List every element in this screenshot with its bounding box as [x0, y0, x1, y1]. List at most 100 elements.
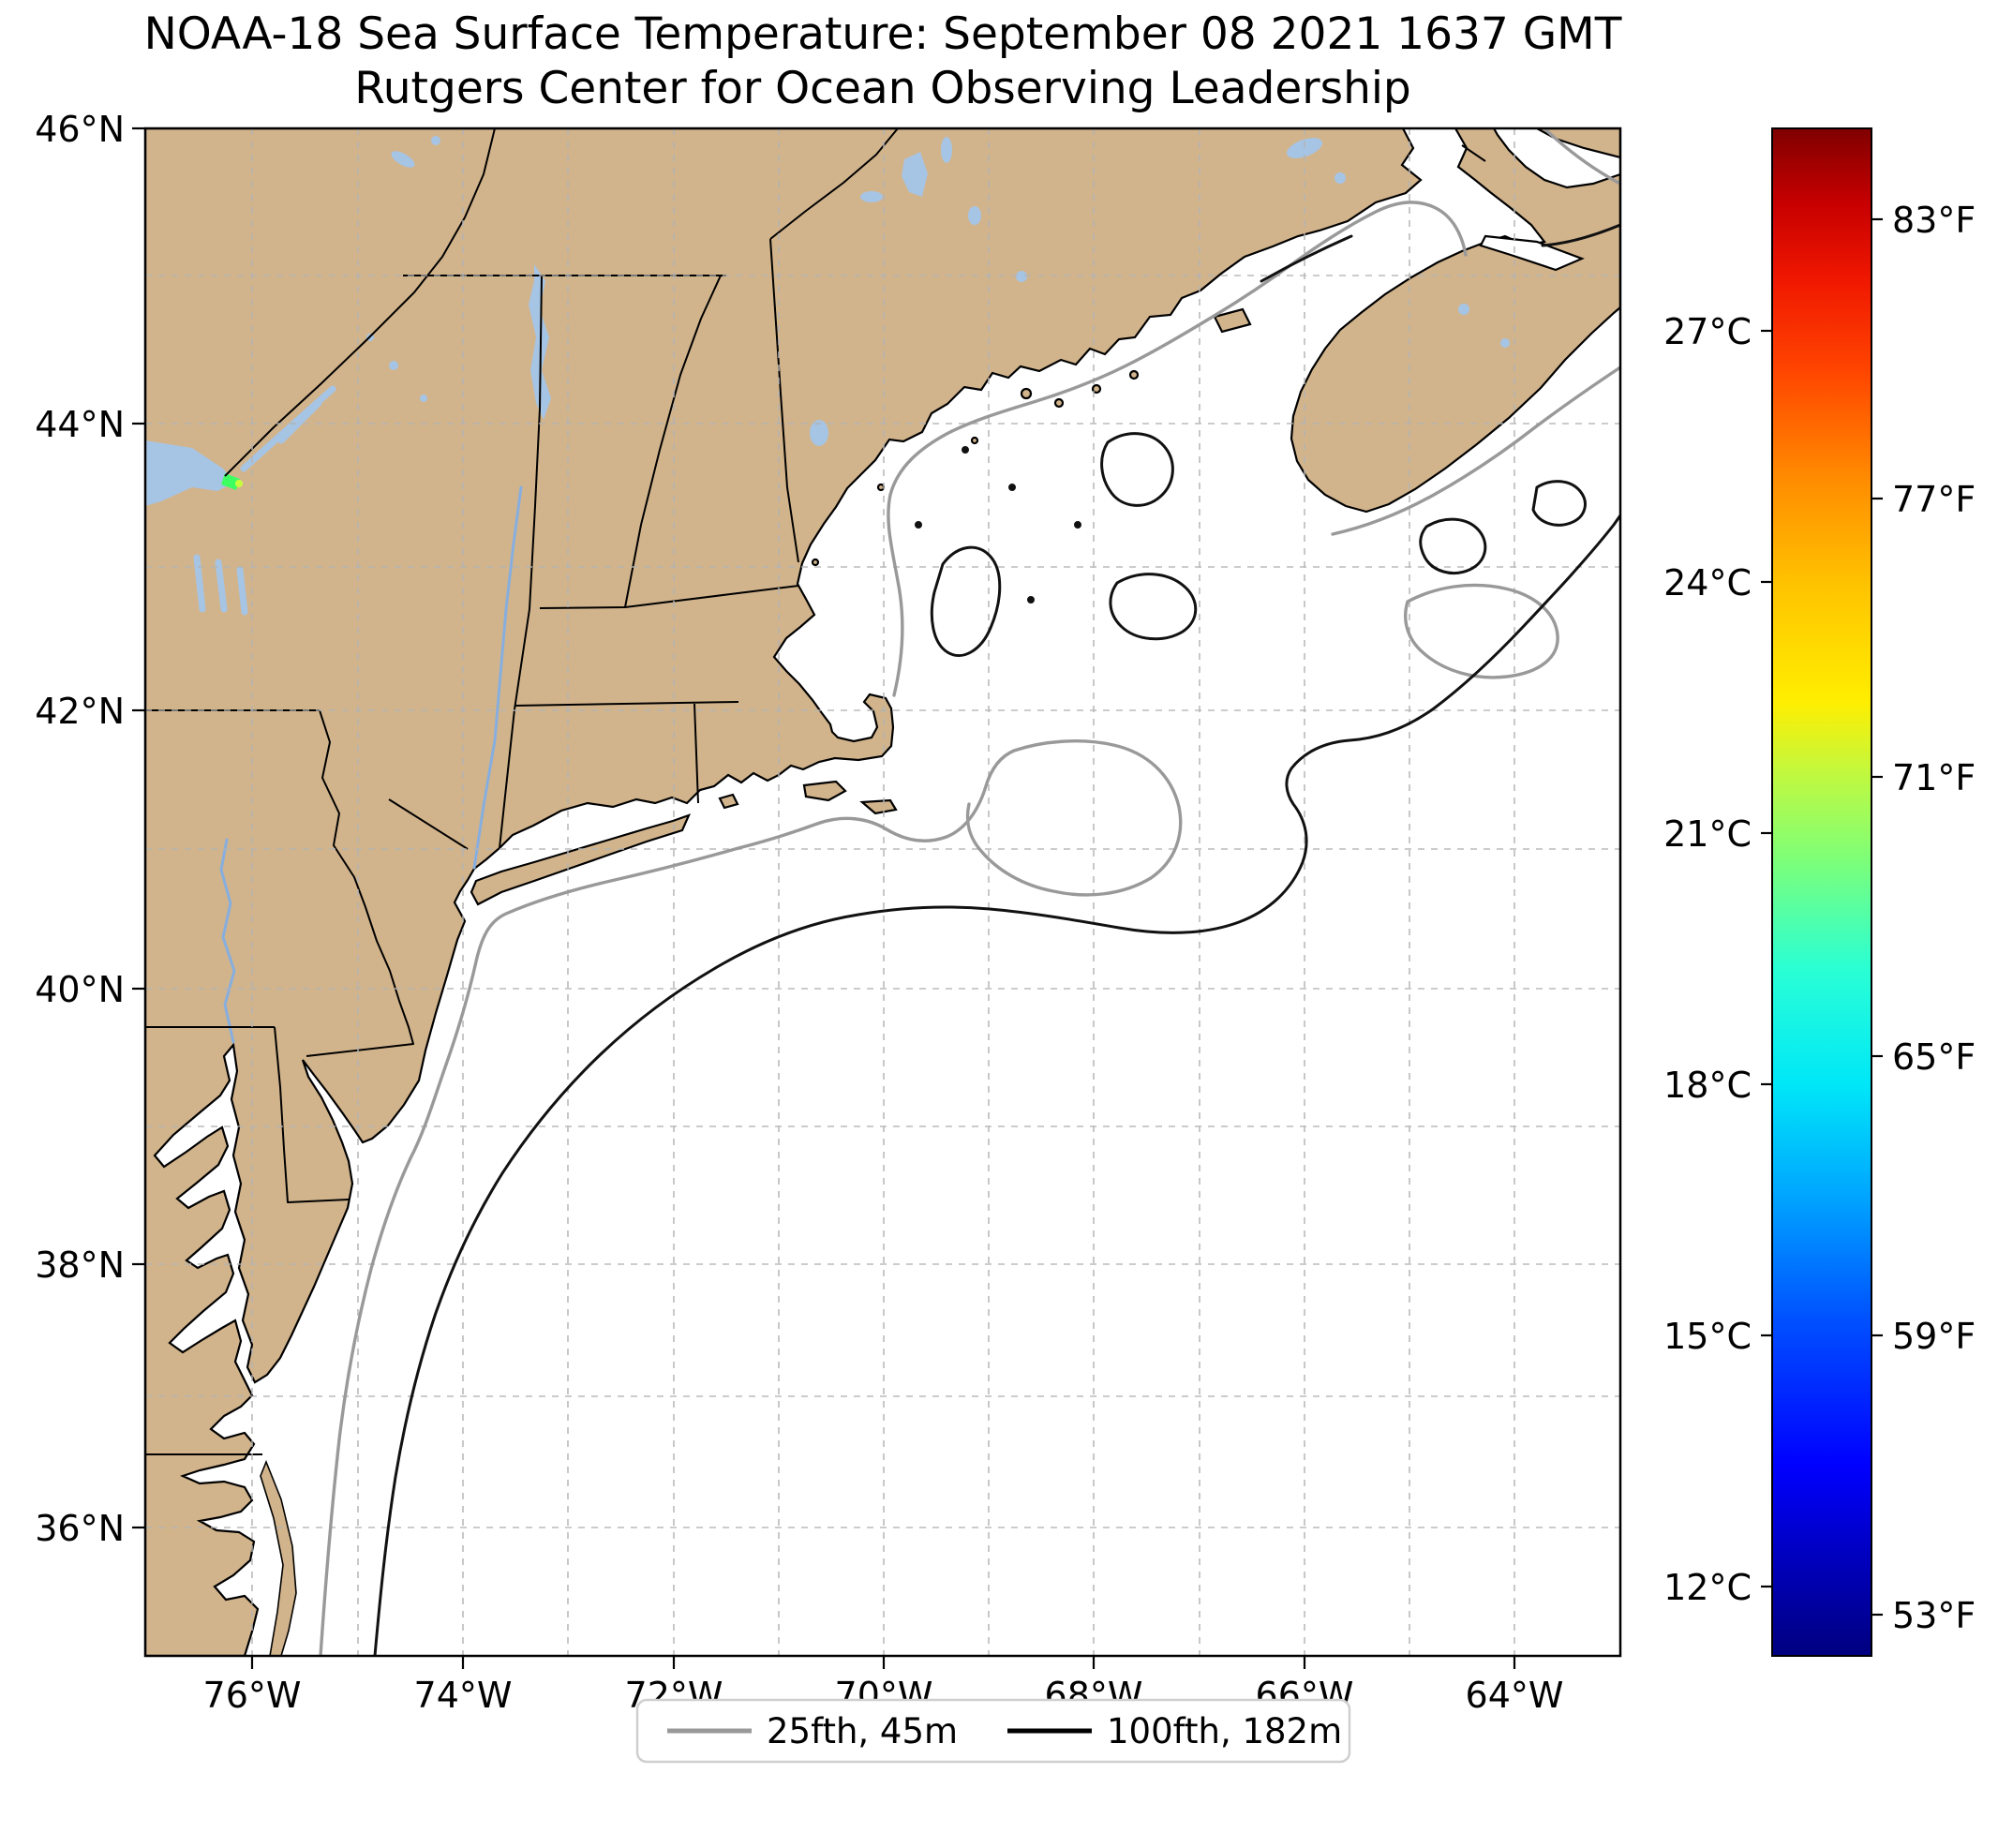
- border-delaware-river: [306, 709, 414, 1057]
- border-ma-south: [514, 701, 739, 707]
- st-lawrence-water: [277, 399, 322, 444]
- contour-182m-top-right: [1541, 223, 1620, 247]
- bathymetry-45m-contours: [319, 128, 1620, 1656]
- maine-lake: [1016, 271, 1027, 282]
- contour-182m-shelf-break: [373, 514, 1620, 1656]
- marthas-vineyard: [802, 780, 847, 802]
- grand-manan: [1213, 307, 1252, 334]
- block-island: [718, 793, 739, 810]
- adirondack-lake: [389, 361, 398, 370]
- ns-lake: [1458, 304, 1469, 315]
- cb-fahrenheit-label: 71°F: [1892, 757, 1976, 798]
- lakes-layer: [145, 136, 1510, 506]
- outer-banks: [260, 1459, 297, 1656]
- contour-182m-jordan-basin: [1100, 432, 1174, 507]
- isles-of-shoals: [811, 558, 820, 567]
- x-tick-label: 76°W: [203, 1675, 302, 1716]
- contour-speck: [1008, 484, 1016, 491]
- y-tick-label: 36°N: [35, 1508, 125, 1549]
- contour-speck: [1074, 521, 1081, 529]
- cb-fahrenheit-label: 59°F: [1892, 1316, 1976, 1357]
- border-st-lawrence: [224, 128, 496, 477]
- state-borders-layer: [145, 128, 1486, 1455]
- maine-lake: [968, 206, 981, 225]
- susquehanna-river: [219, 838, 236, 1044]
- finger-lake: [236, 566, 248, 616]
- cb-fahrenheit-label: 77°F: [1892, 479, 1976, 520]
- colorbar-celsius-ticks: [1761, 329, 1772, 1588]
- maine-island: [1128, 369, 1140, 380]
- flagstaff-lake: [860, 191, 883, 202]
- cb-celsius-label: 18°C: [1663, 1065, 1752, 1106]
- figure-subtitle: Rutgers Center for Ocean Observing Leade…: [354, 63, 1411, 114]
- colorbar: 27°C 24°C 21°C 18°C 15°C 12°C 83°F 77°F …: [1663, 127, 1976, 1657]
- contour-speck: [915, 521, 922, 529]
- chesuncook-lake: [941, 137, 952, 163]
- contour-45m-top-right: [1543, 128, 1620, 186]
- sst-data-patch: [221, 473, 243, 490]
- graticule-layer: [145, 128, 1620, 1656]
- contour-45m-scotian-shelf: [1404, 583, 1559, 679]
- legend: 25fth, 45m 100fth, 182m: [635, 1698, 1351, 1764]
- contour-speck: [962, 446, 969, 454]
- legend-label-182m: 100fth, 182m: [1107, 1711, 1342, 1751]
- contour-182m-wilkinson-basin: [930, 545, 1002, 658]
- long-island: [470, 813, 692, 906]
- border-ny-east: [499, 275, 543, 849]
- contour-45m-nova-scotia: [1331, 365, 1620, 536]
- y-axis-labels: 46°N 44°N 42°N 40°N 38°N 36°N: [35, 109, 125, 1549]
- ns-lake: [1500, 338, 1510, 348]
- cb-celsius-label: 24°C: [1663, 562, 1752, 604]
- moosehead-lake: [902, 152, 928, 197]
- maine-island: [1053, 397, 1065, 409]
- y-tick-label: 44°N: [35, 404, 125, 445]
- y-tick-label: 38°N: [35, 1244, 125, 1286]
- x-tick-label: 74°W: [414, 1675, 513, 1716]
- border-delaware: [274, 1026, 350, 1203]
- contour-182m-scotian-basin: [1531, 480, 1587, 527]
- contour-182m-georges-basin: [1109, 573, 1198, 641]
- adirondack-lake: [420, 395, 427, 402]
- contour-45m-gulf-of-maine: [887, 201, 1468, 697]
- x-tick-label: 64°W: [1466, 1675, 1564, 1716]
- legend-box: [635, 1698, 1351, 1764]
- border-vt-nh: [624, 275, 722, 608]
- cb-celsius-label: 12°C: [1663, 1567, 1752, 1608]
- river-lakes-layer: [193, 385, 523, 1044]
- sst-green-patch: [221, 473, 240, 490]
- cb-fahrenheit-label: 65°F: [1892, 1036, 1976, 1078]
- casco-bay-island: [876, 483, 886, 492]
- legend-label-45m: 25fth, 45m: [767, 1711, 958, 1751]
- quebec-lake: [391, 151, 415, 168]
- finger-lake: [215, 559, 228, 613]
- contour-speck: [1027, 596, 1035, 604]
- border-nh-me: [769, 238, 799, 563]
- y-tick-label: 46°N: [35, 109, 125, 150]
- quebec-lake: [431, 136, 440, 145]
- colorbar-gradient: [1771, 127, 1872, 1657]
- border-ct-ri: [693, 703, 699, 804]
- cb-fahrenheit-label: 83°F: [1892, 200, 1976, 241]
- y-tick-label: 40°N: [35, 969, 125, 1010]
- maine-island: [1091, 383, 1102, 395]
- hudson-river: [472, 485, 523, 870]
- land-layer: [145, 128, 1620, 1656]
- contour-45m-shelf: [319, 739, 1183, 1656]
- figure-title: NOAA-18 Sea Surface Temperature: Septemb…: [144, 8, 1622, 60]
- sebago-lake: [810, 420, 828, 446]
- bathymetry-182m-contours: [373, 223, 1620, 1656]
- cb-celsius-label: 15°C: [1663, 1316, 1752, 1357]
- contour-182m-scotian-basin: [1419, 517, 1487, 574]
- colorbar-fahrenheit-ticks: [1871, 217, 1883, 1617]
- finger-lake: [193, 554, 206, 613]
- border-nb-ns: [1461, 144, 1486, 162]
- minas-basin-notch: [1479, 234, 1585, 272]
- nb-lake: [1335, 172, 1346, 184]
- cb-fahrenheit-label: 53°F: [1892, 1595, 1976, 1636]
- contour-182m-fundy: [1260, 234, 1353, 283]
- mainland-coastline: [145, 128, 1423, 1656]
- maine-island: [1020, 387, 1033, 400]
- x-axis-ticks: [250, 1656, 1516, 1669]
